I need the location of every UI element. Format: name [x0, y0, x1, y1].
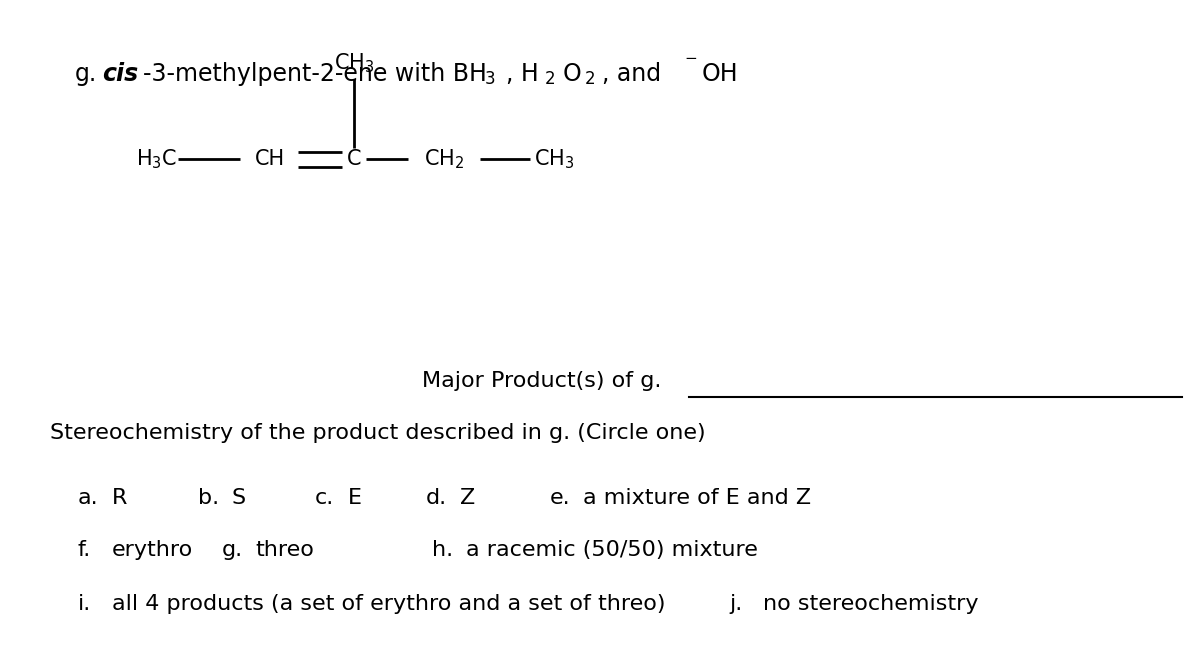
- Text: a racemic (50/50) mixture: a racemic (50/50) mixture: [466, 540, 757, 560]
- Text: Major Product(s) of g.: Major Product(s) of g.: [422, 371, 661, 391]
- Text: OH: OH: [702, 62, 739, 86]
- Text: −: −: [684, 51, 697, 66]
- Text: g.: g.: [222, 540, 244, 560]
- Text: S: S: [232, 488, 246, 508]
- Text: Z: Z: [460, 488, 475, 508]
- Text: 2: 2: [545, 70, 556, 88]
- Text: f.: f.: [78, 540, 91, 560]
- Text: b.: b.: [198, 488, 220, 508]
- Text: h.: h.: [432, 540, 454, 560]
- Text: c.: c.: [314, 488, 334, 508]
- Text: CH$_3$: CH$_3$: [534, 148, 575, 171]
- Text: a.: a.: [78, 488, 98, 508]
- Text: O: O: [563, 62, 582, 86]
- Text: j.: j.: [730, 594, 743, 614]
- Text: no stereochemistry: no stereochemistry: [763, 594, 979, 614]
- Text: cis: cis: [102, 62, 138, 86]
- Text: , and: , and: [602, 62, 670, 86]
- Text: E: E: [348, 488, 362, 508]
- Text: all 4 products (a set of erythro and a set of threo): all 4 products (a set of erythro and a s…: [112, 594, 665, 614]
- Text: i.: i.: [78, 594, 91, 614]
- Text: threo: threo: [256, 540, 314, 560]
- Text: g.: g.: [74, 62, 97, 86]
- Text: a mixture of E and Z: a mixture of E and Z: [583, 488, 811, 508]
- Text: erythro: erythro: [112, 540, 193, 560]
- Text: CH$_2$: CH$_2$: [424, 148, 464, 171]
- Text: H$_3$C: H$_3$C: [137, 148, 178, 171]
- Text: d.: d.: [426, 488, 448, 508]
- Text: -3-methylpent-2-ene with BH: -3-methylpent-2-ene with BH: [143, 62, 487, 86]
- Text: e.: e.: [550, 488, 570, 508]
- Text: 3: 3: [485, 70, 496, 88]
- Text: , H: , H: [506, 62, 539, 86]
- Text: CH: CH: [254, 150, 286, 169]
- Text: CH$_3$: CH$_3$: [334, 51, 374, 75]
- Text: 2: 2: [584, 70, 595, 88]
- Text: R: R: [112, 488, 127, 508]
- Text: Stereochemistry of the product described in g. (Circle one): Stereochemistry of the product described…: [50, 423, 706, 443]
- Text: C: C: [347, 150, 361, 169]
